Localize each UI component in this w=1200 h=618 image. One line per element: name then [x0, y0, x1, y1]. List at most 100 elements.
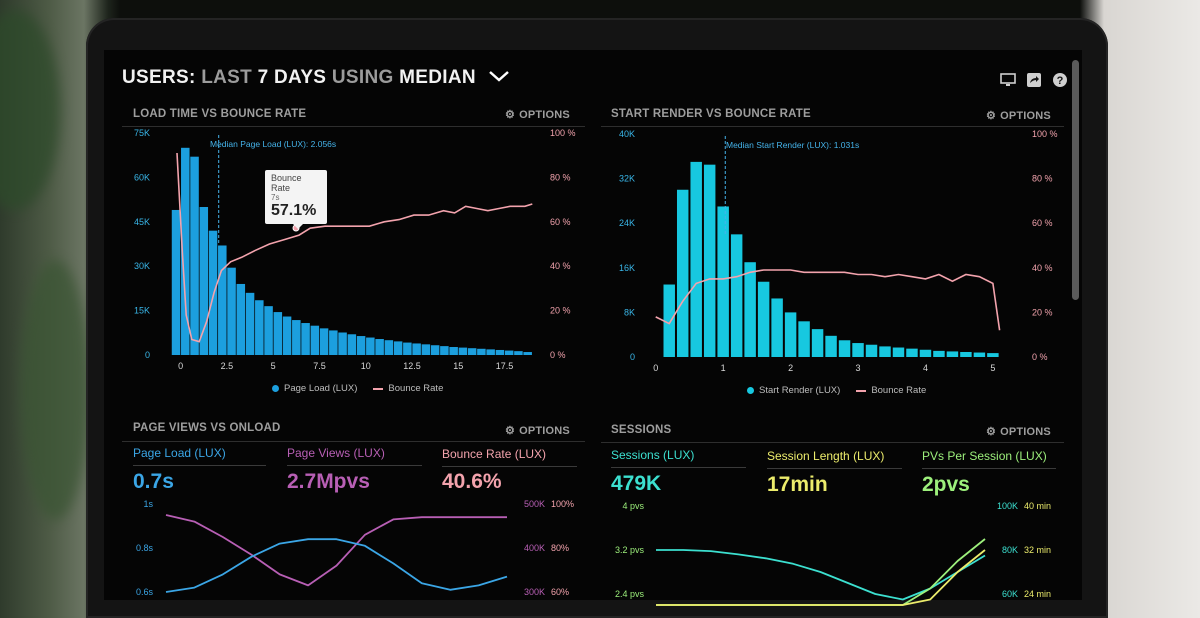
x-tick-label: 4	[923, 363, 928, 373]
legend-line-label[interactable]: Bounce Rate	[388, 383, 444, 394]
histogram-bar	[879, 346, 891, 357]
y-tick-label-right: 80 %	[550, 172, 571, 182]
x-tick-label: 0	[653, 363, 658, 373]
y-tick-label-left: 45K	[134, 217, 150, 227]
histogram-bar	[973, 352, 986, 357]
y-tick-label-left: 2.4 pvs	[615, 589, 645, 599]
histogram-bar	[495, 349, 505, 355]
series-line	[656, 549, 986, 601]
histogram-bar	[987, 353, 999, 357]
x-tick-label: 2	[788, 363, 793, 373]
load-chart: 75K 60K 45K 30K 15K 0 100 % 80 % 60 % 40 % 20 % 0 %…	[134, 128, 576, 371]
y-tick-label-right: 24 min	[1024, 589, 1051, 599]
histogram-bar	[190, 156, 199, 355]
divider	[133, 465, 266, 466]
pageviews-options-button[interactable]: ⚙ OPTIONS	[505, 425, 570, 437]
gear-icon: ⚙	[986, 110, 997, 122]
histogram-bar	[825, 335, 837, 357]
sessions-options-button[interactable]: ⚙ OPTIONS	[986, 426, 1051, 438]
histogram-bar	[393, 341, 403, 355]
y-tick-label-left: 16K	[619, 263, 635, 273]
bounce-rate-line	[176, 152, 533, 343]
pageviews-chart: 1s 0.8s 0.6s 500K 400K 300K 100% 80% 60%	[136, 499, 574, 597]
legend-swatch-bar	[747, 387, 754, 394]
y-tick-label-left: 0.6s	[136, 587, 154, 597]
histogram-bar	[477, 348, 486, 355]
metric-label-session-length: Session Length (LUX)	[767, 449, 885, 463]
render-options-button[interactable]: ⚙ OPTIONS	[986, 110, 1051, 122]
background-foliage	[20, 260, 90, 520]
y-tick-label-left: 3.2 pvs	[615, 545, 645, 555]
help-icon[interactable]: ?	[1052, 72, 1068, 88]
y-tick-label-right: 80 %	[1032, 174, 1053, 184]
svg-text:?: ?	[1057, 75, 1064, 87]
legend-bar-label[interactable]: Page Load (LUX)	[284, 383, 358, 394]
y-tick-label-right: 100 %	[1032, 129, 1058, 139]
histogram-bar	[181, 147, 190, 355]
page-title[interactable]: USERS: LAST 7 DAYS USING MEDIAN	[122, 67, 510, 89]
histogram-bar	[282, 316, 292, 355]
y-tick-label-left: 8K	[624, 307, 635, 317]
y-tick-label-right: 60 %	[550, 217, 571, 227]
legend-swatch-line	[373, 387, 384, 390]
histogram-bar	[784, 312, 797, 357]
y-tick-label-left: 60K	[134, 172, 150, 182]
x-tick-label: 1	[721, 363, 726, 373]
divider	[601, 126, 1064, 127]
series-line	[165, 538, 508, 593]
divider	[287, 465, 422, 466]
histogram-bar	[892, 347, 905, 357]
render-chart: 40K 32K 24K 16K 8K 0 100 % 80 % 60 % 40 % 20 % 0 % 0…	[619, 129, 1058, 373]
x-tick-label: 2.5	[221, 361, 234, 371]
histogram-bar	[347, 334, 357, 355]
histogram-bar	[430, 345, 440, 355]
render-panel-title: START RENDER VS BOUNCE RATE	[611, 108, 811, 120]
load-options-button[interactable]: ⚙ OPTIONS	[505, 109, 570, 121]
load-panel-title: LOAD TIME VS BOUNCE RATE	[133, 108, 307, 120]
x-tick-label: 5	[990, 363, 995, 373]
y-tick-label-right: 0 %	[1032, 352, 1048, 362]
legend-swatch-line	[856, 389, 867, 392]
metric-label-page-load: Page Load (LUX)	[133, 446, 226, 460]
histogram-bar	[356, 336, 366, 355]
histogram-bar	[906, 348, 918, 357]
y-tick-label-right: 80%	[551, 543, 569, 553]
metric-label-pvs-per-session: PVs Per Session (LUX)	[922, 449, 1047, 463]
divider	[122, 126, 585, 127]
divider	[767, 468, 902, 469]
series-line	[165, 514, 507, 587]
y-tick-label-left: 0	[630, 352, 635, 362]
histogram-bar	[663, 284, 675, 357]
histogram-bar	[236, 283, 246, 355]
histogram-bar	[523, 352, 532, 355]
scrollbar[interactable]	[1072, 60, 1079, 300]
histogram-bar	[218, 245, 227, 355]
histogram-bar	[245, 292, 255, 355]
y-tick-label-left: 1s	[143, 499, 153, 509]
y-tick-label-right: 500K	[524, 499, 545, 509]
histogram-bar	[703, 164, 716, 357]
gear-icon: ⚙	[505, 425, 516, 437]
histogram-bar	[319, 328, 329, 355]
share-icon[interactable]	[1026, 72, 1042, 88]
x-tick-label: 3	[856, 363, 861, 373]
series-line	[656, 549, 986, 606]
histogram-bar	[933, 350, 945, 357]
metric-value-bounce-rate: 40.6%	[442, 470, 502, 493]
histogram-bar	[771, 298, 783, 357]
histogram-bar	[310, 325, 320, 355]
metric-label-bounce-rate: Bounce Rate (LUX)	[442, 447, 547, 461]
histogram-bar	[676, 189, 689, 357]
divider	[601, 442, 1064, 443]
histogram-bar	[717, 206, 729, 357]
metric-label-sessions: Sessions (LUX)	[611, 448, 695, 462]
legend-bar-label[interactable]: Start Render (LUX)	[759, 385, 841, 396]
histogram-bar	[375, 339, 384, 355]
monitor-icon[interactable]	[1000, 72, 1016, 88]
chevron-down-icon[interactable]	[488, 67, 510, 89]
y-tick-label-right: 40 min	[1024, 501, 1051, 511]
histogram-bar	[757, 281, 770, 357]
gear-icon: ⚙	[505, 109, 516, 121]
y-tick-label-right: 80K	[1002, 545, 1018, 555]
legend-line-label[interactable]: Bounce Rate	[871, 385, 927, 396]
